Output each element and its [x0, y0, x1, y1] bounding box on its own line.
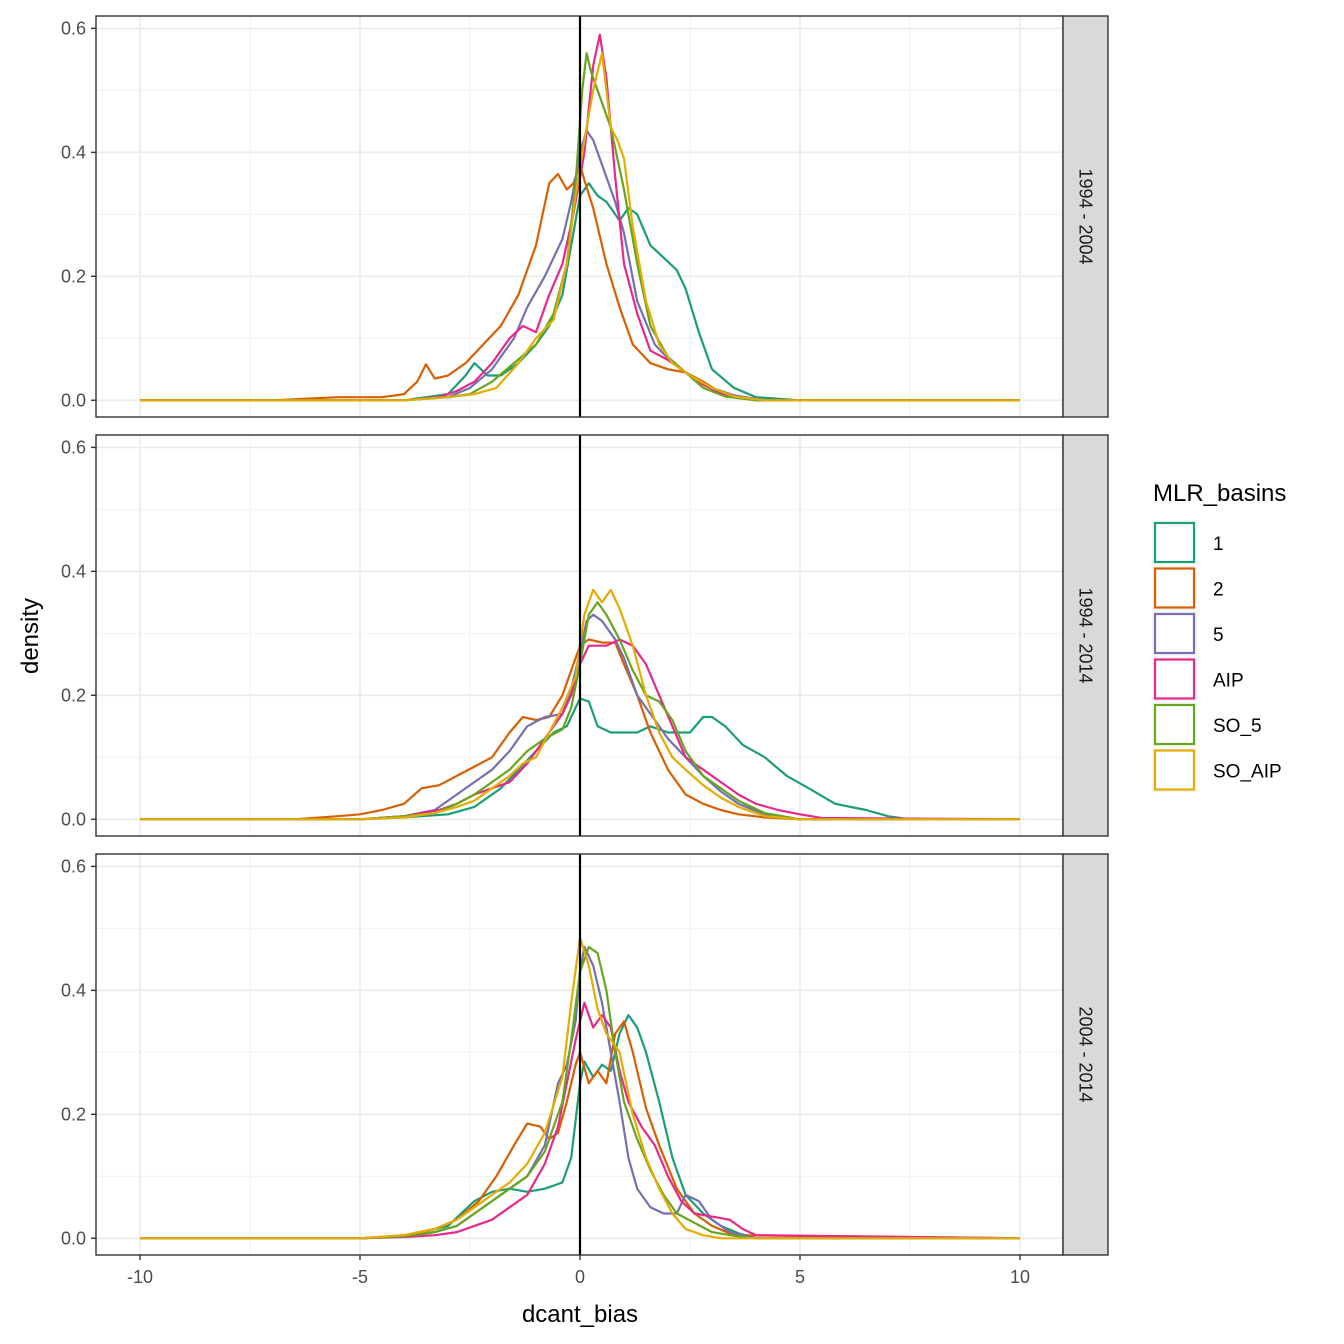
- facet-strip-label: 1994 - 2004: [1076, 168, 1096, 264]
- y-axis-title: density: [17, 598, 44, 674]
- legend-key-swatch: [1153, 521, 1196, 564]
- legend-key-swatch: [1153, 749, 1196, 791]
- legend-label: 2: [1213, 580, 1224, 601]
- facet-panel: 0.0 0.2 0.4 0.6 1994 - 2004: [61, 15, 1109, 418]
- y-tick-label: 0.2: [61, 685, 86, 705]
- legend-label: SO_AIP: [1213, 762, 1282, 783]
- x-tick-label: 0: [575, 1267, 585, 1287]
- facet-strip: [1062, 434, 1109, 837]
- legend-key-background: [1152, 566, 1197, 610]
- facet-panels: 0.0 0.2 0.4 0.6 1994 - 2004 0.0 0.2 0.4 0.6 1994 …: [61, 15, 1109, 1256]
- density-line-2: [140, 638, 1020, 821]
- legend-key-background: [1152, 611, 1197, 656]
- y-tick-label: 0.4: [61, 561, 86, 581]
- density-line-SO_5: [140, 945, 1020, 1240]
- facet-strip-label: 2004 - 2014: [1076, 1006, 1096, 1102]
- x-axis-title: dcant_bias: [522, 1301, 638, 1328]
- legend-key-swatch: [1153, 612, 1196, 655]
- density-line-2: [140, 163, 1020, 402]
- legend-key-background: [1152, 748, 1197, 792]
- y-tick-label: 0.0: [61, 809, 86, 829]
- y-tick-label: 0.2: [61, 1104, 86, 1124]
- legend-item: SO_AIP: [1152, 748, 1282, 792]
- legend-key-background: [1152, 520, 1197, 565]
- y-tick-label: 0.0: [61, 390, 86, 410]
- legend-key-swatch: [1153, 703, 1196, 746]
- legend: MLR_basins 1 2 5 AIP SO_5 SO_AIP: [1152, 480, 1286, 792]
- legend-key-swatch: [1153, 567, 1196, 609]
- legend-item: 5: [1152, 611, 1224, 656]
- y-tick-label: 0.6: [61, 437, 86, 457]
- y-tick-label: 0.4: [61, 142, 86, 162]
- density-line-5: [140, 613, 1020, 821]
- y-tick-label: 0.6: [61, 18, 86, 38]
- legend-item: 1: [1152, 520, 1224, 565]
- x-axis: -10 -5 0 5 10: [127, 1255, 1030, 1287]
- x-tick-label: -5: [352, 1267, 368, 1287]
- legend-item: 2: [1152, 566, 1224, 610]
- y-tick-label: 0.4: [61, 980, 86, 1000]
- density-line-SO_AIP: [140, 52, 1020, 402]
- x-tick-label: -10: [127, 1267, 153, 1287]
- legend-title: MLR_basins: [1153, 480, 1286, 507]
- facet-strip: [1062, 853, 1109, 1256]
- legend-label: 5: [1213, 625, 1224, 646]
- density-line-SO_AIP: [140, 588, 1020, 821]
- density-line-SO_AIP: [140, 936, 1020, 1240]
- legend-label: AIP: [1213, 671, 1244, 692]
- legend-key-background: [1152, 657, 1197, 701]
- density-line-SO_5: [140, 601, 1020, 821]
- y-tick-label: 0.2: [61, 266, 86, 286]
- facet-strip: [1062, 15, 1109, 418]
- legend-label: 1: [1213, 534, 1224, 555]
- legend-key-swatch: [1153, 658, 1196, 700]
- facet-strip-label: 1994 - 2014: [1076, 587, 1096, 683]
- legend-label: SO_5: [1213, 716, 1262, 737]
- facet-panel: 0.0 0.2 0.4 0.6 1994 - 2014: [61, 434, 1109, 837]
- density-line-AIP: [140, 1001, 1021, 1240]
- y-tick-label: 0.6: [61, 856, 86, 876]
- facet-panel: 0.0 0.2 0.4 0.6 2004 - 2014: [61, 853, 1109, 1256]
- legend-item: AIP: [1152, 657, 1244, 701]
- legend-key-background: [1152, 702, 1197, 747]
- legend-item: SO_5: [1152, 702, 1262, 747]
- y-tick-label: 0.0: [61, 1228, 86, 1248]
- x-tick-label: 5: [795, 1267, 805, 1287]
- density-line-2: [140, 1020, 1021, 1240]
- x-tick-label: 10: [1010, 1267, 1030, 1287]
